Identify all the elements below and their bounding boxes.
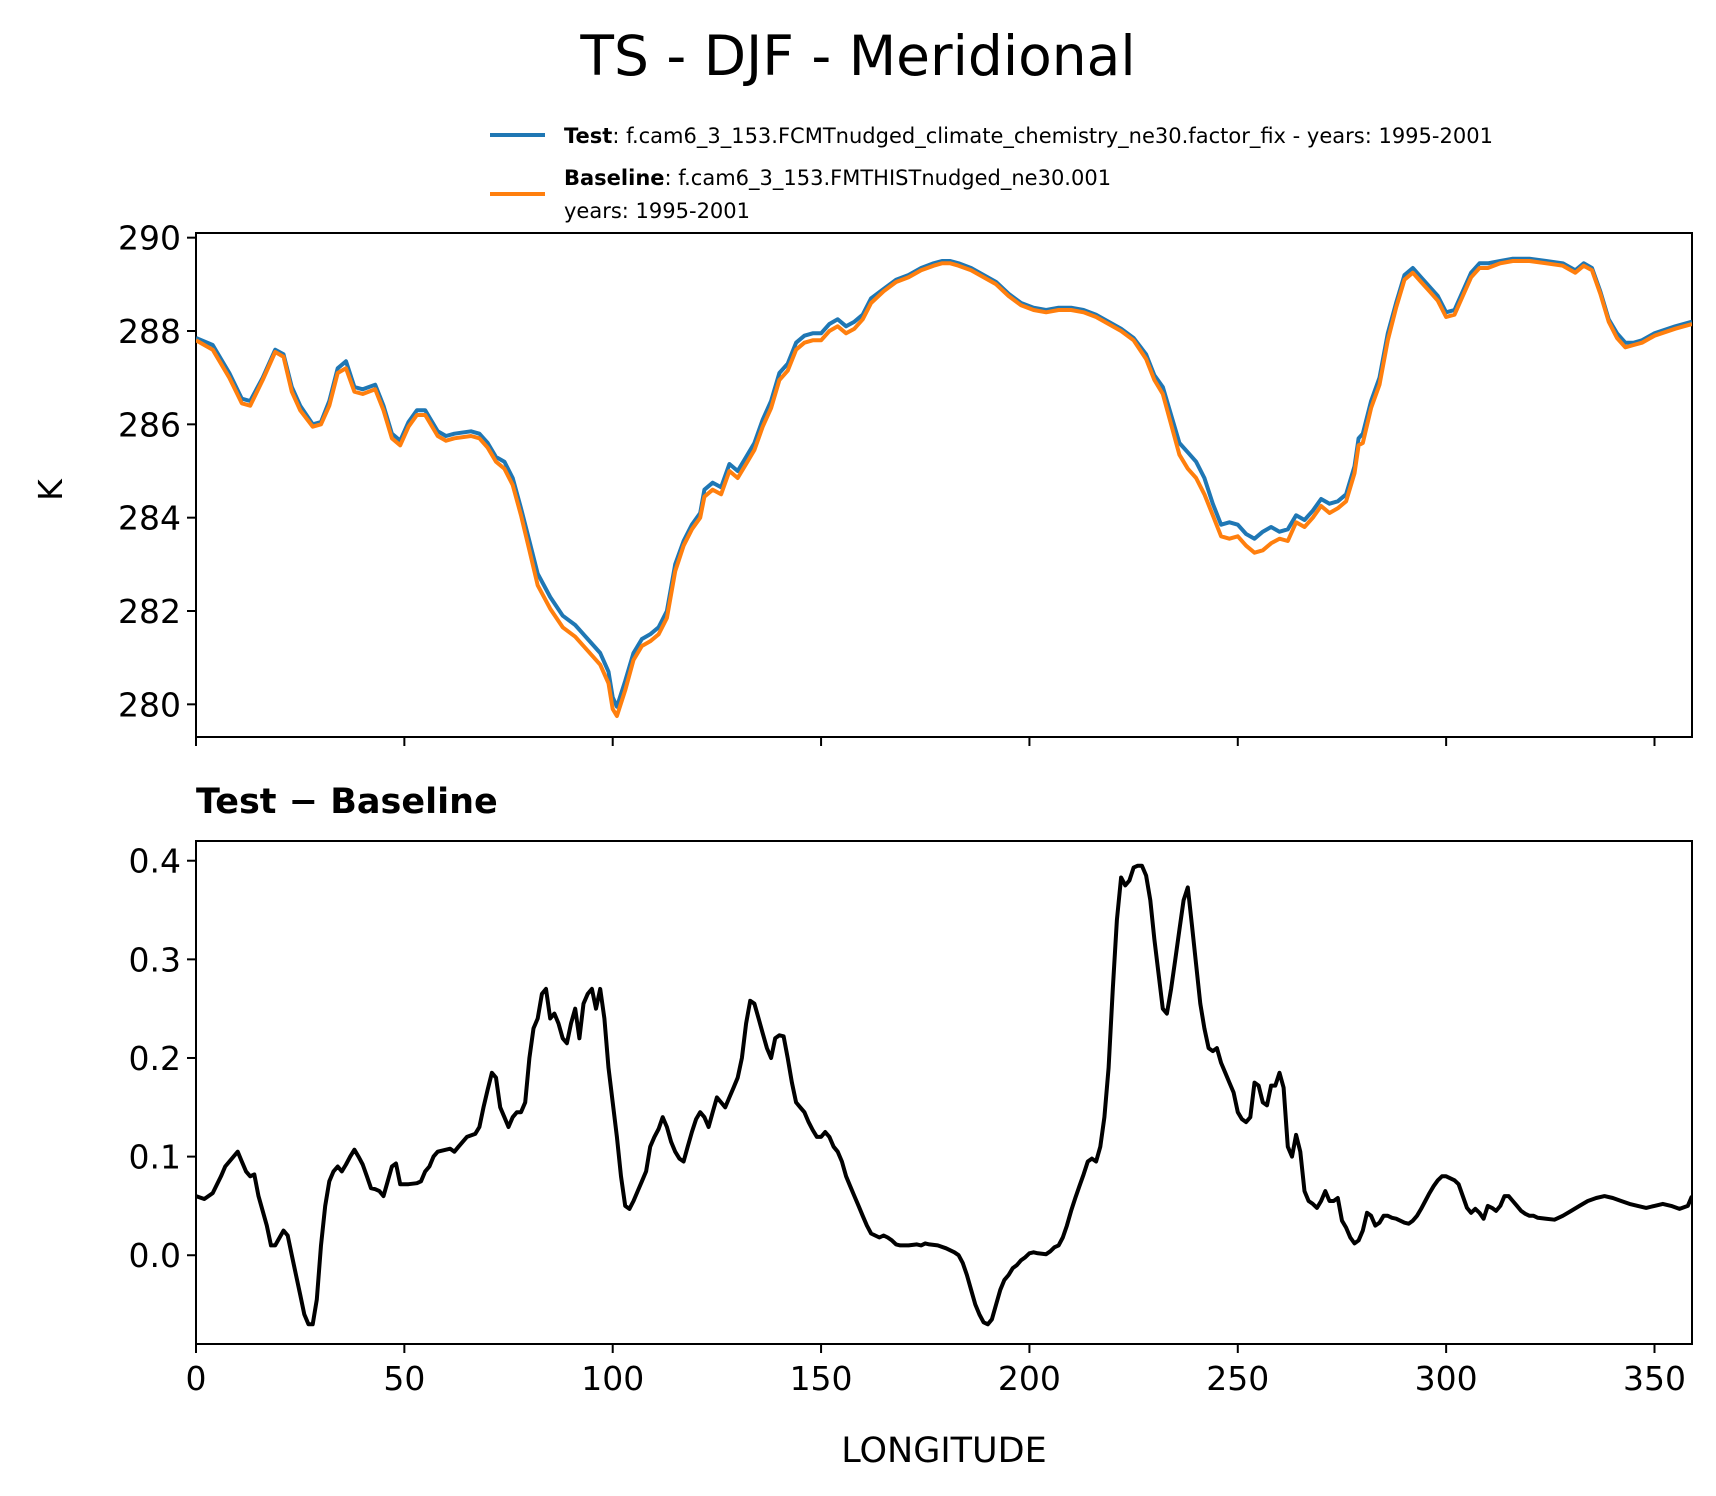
legend-baseline-text: : f.cam6_3_153.FMTHISTnudged_ne30.001 (665, 166, 1112, 191)
legend-test-name: Test (564, 124, 612, 148)
series-lines-bottom (196, 863, 1692, 1327)
legend-baseline-years: years: 1995-2001 (564, 199, 750, 223)
series-line-test-baseline (196, 863, 1692, 1327)
y-tick-label: 0.1 (129, 1138, 181, 1177)
legend-baseline-name: Baseline (564, 166, 665, 190)
y-tick-label: 282 (118, 592, 181, 631)
panel-difference: 0.0 0.1 0.2 0.3 0.4 0 50 100 150 200 250 300 350 LO… (129, 840, 1693, 1471)
figure-title: TS - DJF - Meridional (579, 24, 1135, 88)
x-tick-label: 0 (186, 1359, 207, 1398)
legend-label-baseline: Baseline: f.cam6_3_153.FMTHISTnudged_ne3… (564, 166, 1111, 191)
plot-frame-top (195, 232, 1693, 738)
y-tick-label: 0.0 (129, 1236, 181, 1275)
y-tick-label: 286 (118, 405, 181, 444)
x-tick-label: 150 (790, 1359, 853, 1398)
y-tick-label: 288 (118, 312, 181, 351)
y-tick-label: 284 (118, 499, 181, 538)
y-axis-bottom: 0.0 0.1 0.2 0.3 0.4 (129, 842, 196, 1275)
y-tick-label: 290 (118, 219, 181, 258)
legend: Test: f.cam6_3_153.FCMTnudged_climate_ch… (490, 124, 1493, 223)
x-tick-label: 350 (1623, 1359, 1686, 1398)
x-tick-label: 300 (1415, 1359, 1478, 1398)
legend-test-text: : f.cam6_3_153.FCMTnudged_climate_chemis… (612, 124, 1493, 149)
plot-frame-bottom (195, 840, 1693, 1345)
series-lines-top (196, 256, 1692, 718)
x-axis-bottom: 0 50 100 150 200 250 300 350 (186, 1344, 1686, 1398)
y-axis-label-top: K (31, 478, 70, 501)
y-axis-top: 280 282 284 286 288 290 (118, 219, 196, 724)
legend-label-test: Test: f.cam6_3_153.FCMTnudged_climate_ch… (564, 124, 1493, 149)
x-tick-label: 100 (581, 1359, 644, 1398)
series-line-baseline (196, 259, 1692, 718)
y-tick-label: 0.3 (129, 940, 181, 979)
y-tick-label: 0.4 (129, 842, 181, 881)
x-tick-label: 200 (998, 1359, 1061, 1398)
y-tick-label: 280 (118, 685, 181, 724)
x-axis-top (195, 737, 1656, 746)
x-tick-label: 50 (383, 1359, 425, 1398)
panel-temperature: 280 282 284 286 288 290 K (31, 219, 1693, 746)
diff-panel-title: Test − Baseline (196, 782, 498, 822)
series-line-test (196, 256, 1692, 709)
y-tick-label: 0.2 (129, 1039, 181, 1078)
x-axis-label: LONGITUDE (841, 1431, 1047, 1471)
x-tick-label: 250 (1206, 1359, 1269, 1398)
